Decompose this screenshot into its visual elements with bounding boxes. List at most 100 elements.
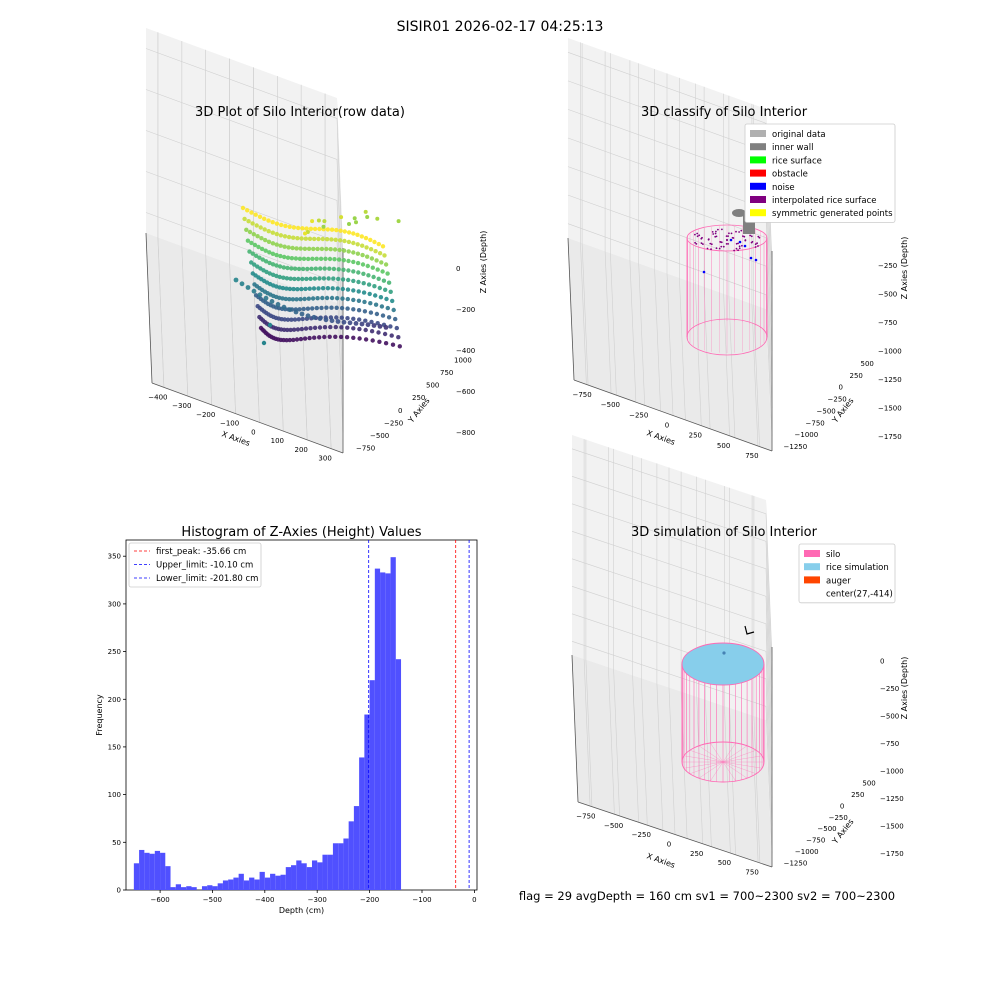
sim-plot-z-gridline [571,558,773,771]
hist-bar [191,887,197,890]
sim-plot-z-tick-label: −250 [880,685,899,693]
hist-bar [264,877,271,890]
raw-data-point [351,307,356,312]
raw-data-point [360,252,365,258]
raw-data-point [310,306,315,311]
raw-data-point [375,216,380,221]
raw-data-point [338,334,344,340]
classify-legend-swatch [750,143,766,151]
raw-data-point [393,316,398,322]
raw-plot-x-tick-label: 300 [318,455,331,463]
raw-data-point [357,317,362,322]
classify-inner-wall-points [732,209,746,217]
raw-plot-x-axis-line [151,382,344,454]
raw-data-point [344,335,350,340]
raw-data-point [333,334,338,339]
raw-data-point [312,335,317,340]
classify-interp-point [740,229,743,232]
raw-data-point [306,296,311,301]
raw-data-point [316,218,321,223]
raw-data-point [346,230,352,235]
sim-plot-y-tick-label: −1250 [784,859,808,867]
classify-silo-wireframe [686,209,768,356]
sim-plot-z-tick-label: −1250 [880,795,904,803]
classify-legend-label: interpolated rice surface [772,196,877,206]
raw-data-point [363,337,369,342]
raw-data-point [288,276,293,281]
raw-data-point [356,270,361,275]
raw-data-point [287,297,292,302]
raw-plot-z-axis-label: Z Axies (Depth) [479,231,488,294]
raw-data-point [281,275,286,280]
raw-data-point [384,296,389,302]
classify-interp-point [730,232,733,235]
raw-data-point [346,239,352,245]
raw-data-point [313,266,318,271]
classify-interp-point [731,236,734,239]
classify-plot-x-gridline [723,93,730,436]
raw-plot-z-tick-label: −600 [456,388,475,396]
classify-interp-point [720,245,723,248]
raw-data-point [287,224,292,229]
raw-data-point [312,236,317,242]
hist-bar [343,838,349,890]
sim-plot-x-gridline [640,458,648,826]
classify-interp-point [749,234,752,237]
classify-plot-y-tick-label: −250 [828,396,847,404]
classify-interp-point [754,246,757,248]
raw-data-point [345,287,351,292]
raw-data-point [270,241,276,246]
raw-data-point [361,271,366,276]
classify-interp-point [757,245,759,247]
raw-plot-y-tick-label: 500 [426,382,439,390]
raw-data-point [294,246,299,251]
raw-data-point [362,299,367,305]
classify-plot-x-axis-label: X Axies [645,428,676,447]
hist-x-tick-label: −500 [203,896,222,904]
hist-bar [139,849,145,890]
raw-data-point [327,256,333,262]
classify-interp-point [700,237,703,240]
sim-plot-x-axis-line [577,801,773,868]
raw-data-point [375,321,380,326]
figure-footer: flag = 29 avgDepth = 160 cm sv1 = 700~23… [519,889,895,903]
classify-interp-point [738,245,741,248]
raw-data-point [299,311,305,317]
raw-data-point [336,257,342,262]
sim-plot-y-tick-label: −750 [806,837,825,845]
classify-interp-point [727,243,729,245]
classify-interp-point [707,238,710,241]
raw-data-point [282,254,287,260]
raw-data-point [254,223,259,228]
raw-data-point [317,276,322,281]
sim-silo-bottom-spoke [722,745,748,763]
raw-data-point [286,245,291,250]
hist-bar [317,862,323,890]
hist-bar [306,867,312,890]
raw-data-point [332,247,338,252]
hist-bar [165,866,171,890]
classify-plot-z-tick-label: −750 [878,319,897,327]
classify-plot-x-tick-label: 500 [717,442,730,450]
raw-data-point [257,255,262,260]
raw-data-point [300,226,305,231]
raw-plot-y-tick-label: 250 [412,394,425,402]
classify-legend-frame [744,123,896,223]
raw-data-point [327,334,332,339]
sim-plot-x-gridline [724,486,731,854]
raw-plot-z-tick-label: −400 [456,347,475,355]
raw-data-point [299,286,304,292]
sim-legend-label: silo [826,550,840,560]
raw-data-point [301,306,306,312]
raw-data-point [282,327,287,332]
raw-data-point [355,251,361,256]
classify-interp-point [741,244,743,247]
sim-plot-y-gridline [705,479,712,847]
raw-data-point [341,248,347,253]
classify-interp-point [711,231,714,233]
raw-data-point [280,285,286,291]
raw-data-point [383,341,389,346]
raw-data-point [351,269,356,274]
raw-data-point [396,219,401,224]
